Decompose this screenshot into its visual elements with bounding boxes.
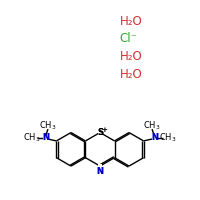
Text: Cl⁻: Cl⁻ (120, 32, 138, 45)
Text: +: + (101, 127, 107, 133)
Text: N: N (151, 133, 158, 142)
Text: S: S (98, 128, 104, 137)
Text: N: N (42, 133, 49, 142)
Text: N: N (151, 133, 158, 142)
Text: CH$_3$: CH$_3$ (23, 132, 41, 144)
FancyBboxPatch shape (152, 136, 157, 140)
Text: N: N (96, 167, 104, 176)
FancyBboxPatch shape (98, 131, 102, 134)
Text: N: N (42, 133, 49, 142)
FancyBboxPatch shape (43, 136, 48, 140)
FancyBboxPatch shape (98, 164, 102, 168)
Text: H₂O: H₂O (120, 15, 142, 28)
Text: CH$_3$: CH$_3$ (159, 132, 177, 144)
Text: S: S (98, 128, 104, 137)
Text: CH$_3$: CH$_3$ (143, 120, 161, 132)
Text: +: + (101, 127, 107, 133)
Text: H₂O: H₂O (120, 68, 142, 81)
Text: H₂O: H₂O (120, 50, 142, 63)
Text: CH$_3$: CH$_3$ (39, 120, 57, 132)
Text: N: N (96, 167, 104, 176)
